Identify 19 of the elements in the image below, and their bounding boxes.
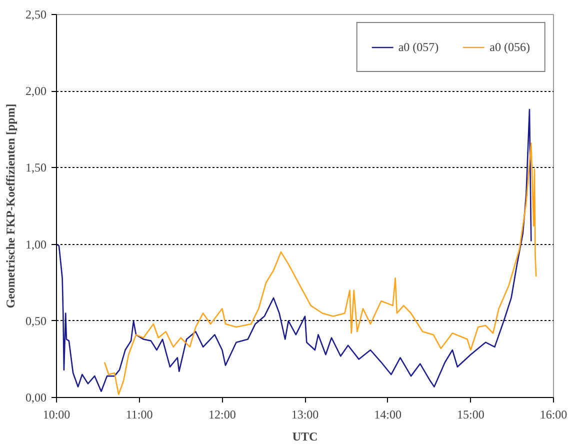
line-series [104,142,537,396]
x-tick-label: 12:00 [208,408,236,422]
x-axis-title: UTC [292,430,318,444]
y-tick-label: 1,00 [26,237,46,252]
x-tick-label: 15:00 [457,408,484,422]
legend-label: a0 (057) [398,40,439,54]
y-tick-label: 2,50 [26,8,46,22]
y-tick-label: 2,00 [26,84,46,98]
y-axis-title: Geometrische FKP-Koeffizienten [ppm] [4,104,18,308]
x-tick-label: 11:00 [126,408,153,422]
x-tick-label: 13:00 [291,408,319,422]
x-tick-label: 16:00 [540,408,568,422]
y-tick-label: 1,50 [26,160,46,175]
y-tick-label: 0,50 [26,314,46,328]
legend-label: a0 (056) [490,40,530,54]
x-tick-label: 14:00 [374,408,402,422]
y-tick-label: 0,00 [26,390,46,404]
x-tick-label: 10:00 [42,408,70,422]
line-series [56,108,532,392]
